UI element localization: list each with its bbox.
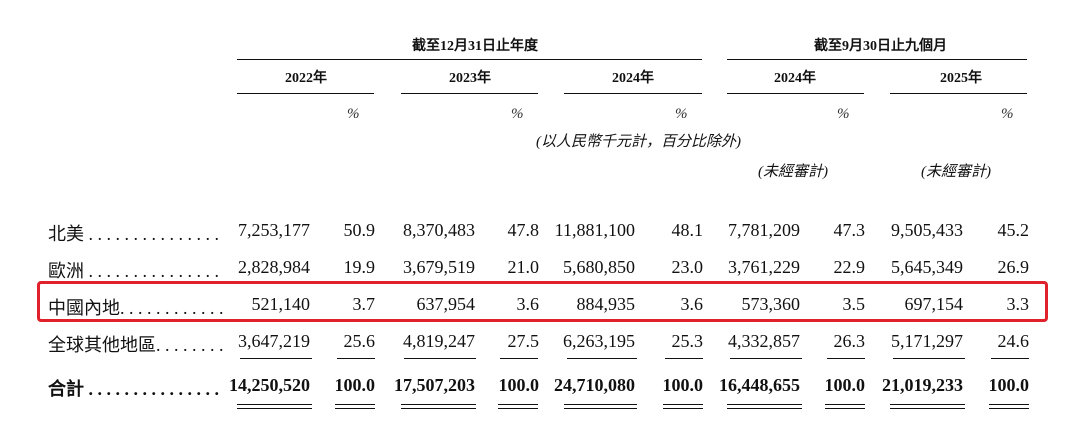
table-cell: 7,253,177 [238, 220, 310, 240]
subtotal-rule [730, 358, 802, 359]
table-cell: 884,935 [576, 294, 636, 314]
subtotal-rule [337, 358, 375, 359]
unaudited-note-2025: (未經審計) [921, 164, 991, 180]
table-cell: 573,360 [741, 294, 801, 314]
table-cell: 50.9 [343, 220, 376, 240]
unaudited-note-2024: (未經審計) [758, 164, 828, 180]
total-cell: 100.0 [824, 375, 866, 395]
table-cell: 3.7 [352, 294, 376, 314]
group-header-fiscal-year: 截至12月31日止年度 [412, 39, 538, 54]
table-cell: 25.6 [343, 331, 376, 351]
year-header-2024-9m: 2024年 [774, 71, 816, 86]
table-cell: 47.8 [507, 220, 540, 240]
table-cell: 3.5 [842, 294, 866, 314]
table-cell: 25.3 [671, 331, 704, 351]
pct-header-2024-9m: % [837, 106, 850, 122]
subtotal-rule [500, 358, 538, 359]
row-label-total: 合計 . . . . . . . . . . . . . . . [48, 379, 219, 399]
table-cell: 637,954 [416, 294, 476, 314]
pct-header-2024: % [675, 106, 688, 122]
total-double-rule [663, 404, 703, 409]
table-cell: 4,819,247 [403, 331, 475, 351]
table-cell: 45.2 [997, 220, 1030, 240]
year-header-2024: 2024年 [612, 71, 654, 86]
table-cell: 26.3 [833, 331, 866, 351]
table-cell: 19.9 [343, 257, 376, 277]
table-cell: 48.1 [671, 220, 704, 240]
table-cell: 7,781,209 [728, 220, 800, 240]
table-cell: 697,154 [904, 294, 964, 314]
total-cell: 21,019,233 [882, 375, 963, 395]
row-label-rest-of-world: 全球其他地區. . . . . . . . [48, 335, 224, 355]
table-cell: 24.6 [997, 331, 1030, 351]
total-double-rule [890, 404, 965, 409]
total-cell: 14,250,520 [229, 375, 310, 395]
total-cell: 24,710,080 [554, 375, 635, 395]
group-header-fiscal-year-rule [237, 59, 702, 60]
year-rule-2024-9m [727, 93, 864, 94]
year-rule-2025-9m [890, 93, 1027, 94]
total-cell: 17,507,203 [394, 375, 475, 395]
row-label-europe: 歐洲 . . . . . . . . . . . . . . . [48, 261, 219, 281]
table-cell: 3,679,519 [403, 257, 475, 277]
row-label-north-america: 北美 . . . . . . . . . . . . . . . [48, 224, 219, 244]
year-rule-2024 [564, 93, 702, 94]
group-header-nine-months-rule [727, 59, 1027, 60]
total-double-rule [237, 404, 312, 409]
subtotal-rule [240, 358, 312, 359]
table-cell: 6,263,195 [563, 331, 635, 351]
table-cell: 3.3 [1006, 294, 1030, 314]
total-cell: 100.0 [334, 375, 376, 395]
table-cell: 22.9 [833, 257, 866, 277]
total-double-rule [989, 404, 1029, 409]
subtotal-rule [567, 358, 637, 359]
year-header-2023: 2023年 [449, 71, 491, 86]
table-cell: 3,761,229 [728, 257, 800, 277]
year-rule-2022 [237, 93, 374, 94]
table-cell: 3.6 [516, 294, 540, 314]
subtotal-rule [893, 358, 965, 359]
table-cell: 8,370,483 [403, 220, 475, 240]
total-cell: 100.0 [988, 375, 1030, 395]
total-cell: 16,448,655 [719, 375, 800, 395]
table-cell: 26.9 [997, 257, 1030, 277]
table-cell: 5,171,297 [891, 331, 963, 351]
mainland-china-highlight-box [37, 281, 1048, 322]
table-cell: 27.5 [507, 331, 540, 351]
total-double-rule [727, 404, 802, 409]
subtotal-rule [827, 358, 865, 359]
total-double-rule [401, 404, 476, 409]
table-cell: 521,140 [251, 294, 311, 314]
table-cell: 47.3 [833, 220, 866, 240]
unit-note: (以人民幣千元計，百分比除外) [536, 134, 741, 150]
pct-header-2025-9m: % [1001, 106, 1014, 122]
table-cell: 9,505,433 [891, 220, 963, 240]
total-double-rule [825, 404, 865, 409]
table-cell: 3,647,219 [238, 331, 310, 351]
table-cell: 21.0 [507, 257, 540, 277]
year-header-2025-9m: 2025年 [940, 71, 982, 86]
pct-header-2022: % [347, 106, 360, 122]
table-cell: 3.6 [680, 294, 704, 314]
group-header-nine-months: 截至9月30日止九個月 [814, 39, 947, 54]
total-double-rule [564, 404, 637, 409]
table-cell: 23.0 [671, 257, 704, 277]
total-double-rule [498, 404, 538, 409]
row-label-mainland-china: 中國內地. . . . . . . . . . . . [48, 298, 224, 318]
pct-header-2023: % [511, 106, 524, 122]
subtotal-rule [404, 358, 476, 359]
year-header-2022: 2022年 [285, 71, 327, 86]
subtotal-rule [991, 358, 1029, 359]
table-cell: 5,680,850 [563, 257, 635, 277]
total-cell: 100.0 [498, 375, 540, 395]
subtotal-rule [665, 358, 703, 359]
total-cell: 100.0 [662, 375, 704, 395]
year-rule-2023 [401, 93, 538, 94]
table-cell: 4,332,857 [728, 331, 800, 351]
table-cell: 2,828,984 [238, 257, 310, 277]
table-cell: 5,645,349 [891, 257, 963, 277]
total-double-rule [335, 404, 375, 409]
table-cell: 11,881,100 [554, 220, 635, 240]
